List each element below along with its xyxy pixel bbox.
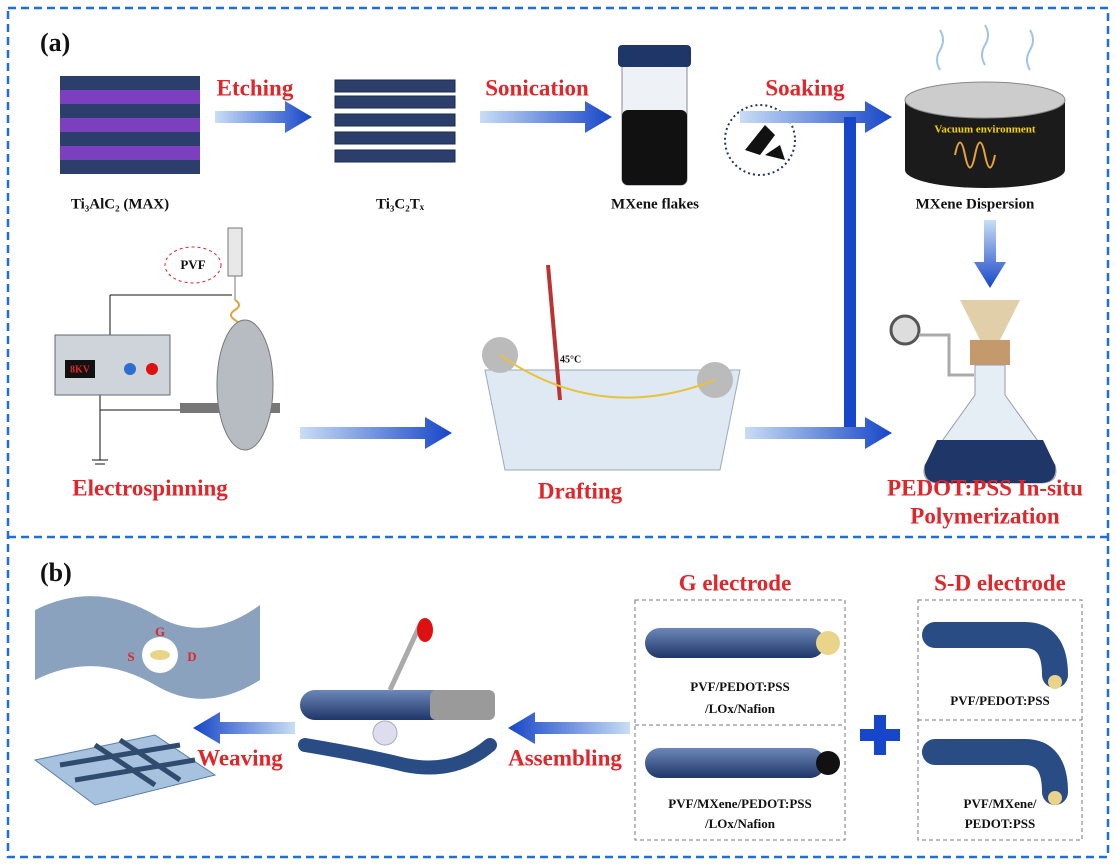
step-label: Etching xyxy=(217,75,294,100)
dish xyxy=(904,24,1066,188)
process-label: Drafting xyxy=(538,478,623,503)
electrode-label: PVF/MXene/PEDOT:PSS xyxy=(668,796,811,811)
assembled-fiber xyxy=(298,618,497,775)
electrode-label: PVF/MXene/ xyxy=(964,796,1037,811)
electrode-label: PVF/PEDOT:PSS xyxy=(690,679,789,694)
material-label: MXene Dispersion xyxy=(916,196,1035,212)
terminal-label: G xyxy=(155,624,165,639)
terminal-label: D xyxy=(187,649,196,664)
electrode-label: PEDOT:PSS xyxy=(965,816,1036,831)
step-label: Sonication xyxy=(485,75,589,100)
arrow xyxy=(215,101,312,133)
plus xyxy=(860,715,900,755)
arrow xyxy=(300,417,452,449)
electrode-label: /LOx/Nafion xyxy=(704,816,776,831)
frame xyxy=(6,6,1110,859)
material-label: Ti₃C₂Tₓ xyxy=(376,196,425,212)
annotation: Vacuum environment xyxy=(934,124,1035,136)
process-label: PEDOT:PSS In-situ xyxy=(887,475,1083,500)
arrow xyxy=(193,712,295,744)
panel-label: (b) xyxy=(40,558,72,587)
mxene-stack xyxy=(334,79,456,163)
fibers xyxy=(645,622,1068,805)
annotation: 8KV xyxy=(70,364,91,375)
arrow xyxy=(740,101,892,133)
panel-label: (a) xyxy=(40,28,70,57)
terminal-label: S xyxy=(127,649,134,664)
electrode-label: /LOx/Nafion xyxy=(704,701,776,716)
annotation: 45°C xyxy=(560,354,581,365)
process-label: Electrospinning xyxy=(72,475,228,500)
max-stack xyxy=(60,76,200,174)
connector xyxy=(844,117,856,433)
arrow xyxy=(480,101,612,133)
process-label: Weaving xyxy=(197,745,283,770)
step-label: Soaking xyxy=(765,75,845,100)
section-title: G electrode xyxy=(679,570,792,595)
annotation: PVF xyxy=(180,257,205,272)
material-label: Ti₃AlC₂ (MAX) xyxy=(71,196,169,212)
drafting-bath xyxy=(482,264,741,471)
arrow xyxy=(974,220,1006,288)
arrow xyxy=(745,417,892,449)
flask xyxy=(889,300,1057,484)
electrospinning-setup xyxy=(54,227,280,465)
electrode-boxes xyxy=(634,599,1083,841)
arrow xyxy=(508,712,630,744)
vial xyxy=(618,45,796,186)
process-label: Polymerization xyxy=(910,503,1060,528)
fabric xyxy=(33,596,260,806)
process-label: Assembling xyxy=(508,745,622,770)
material-label: MXene flakes xyxy=(611,196,699,212)
section-title: S-D electrode xyxy=(934,570,1066,595)
electrode-label: PVF/PEDOT:PSS xyxy=(950,693,1049,708)
